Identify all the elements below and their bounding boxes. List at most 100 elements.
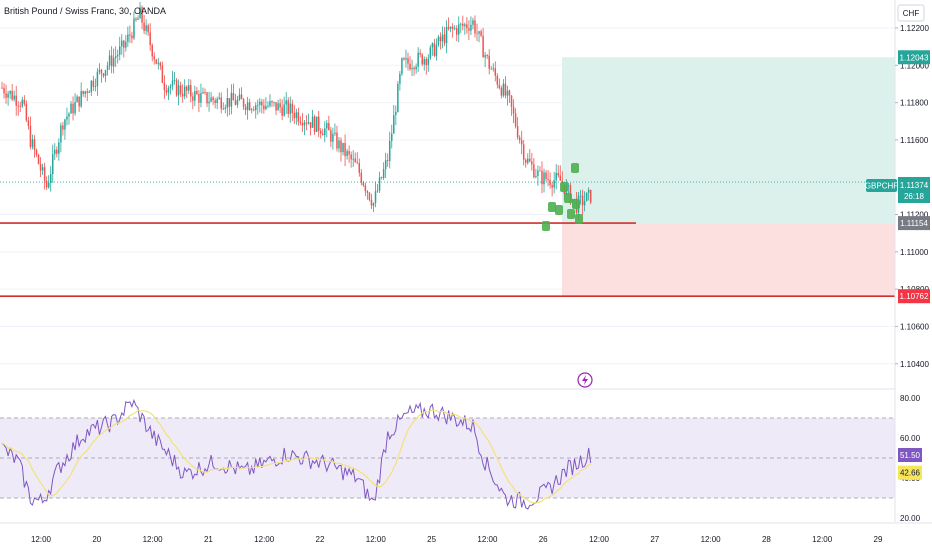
price-tick-label: 1.11600 bbox=[900, 136, 929, 145]
candle-body bbox=[354, 158, 356, 163]
candle-body bbox=[374, 191, 377, 204]
candle-body bbox=[204, 92, 206, 93]
candle-body bbox=[185, 86, 188, 91]
candle-body bbox=[177, 85, 180, 96]
candle-body bbox=[137, 18, 139, 20]
take-profit-tag-text: 1.12043 bbox=[900, 53, 929, 62]
candle-body bbox=[393, 115, 395, 134]
candle-body bbox=[143, 22, 145, 31]
level-lines[interactable] bbox=[0, 222, 895, 298]
time-tick-label: 12:00 bbox=[31, 535, 52, 544]
candle-body bbox=[281, 107, 283, 116]
candle-body bbox=[358, 163, 361, 173]
time-tick-label: 27 bbox=[650, 535, 659, 544]
candle-body bbox=[112, 57, 115, 67]
candle-body bbox=[419, 52, 421, 55]
candle-body bbox=[453, 28, 456, 30]
candle-body bbox=[216, 98, 218, 104]
current-price-tag bbox=[898, 177, 930, 203]
candle-body bbox=[494, 68, 497, 76]
chart-title: British Pound / Swiss Franc, 30, OANDA bbox=[4, 6, 166, 16]
candle-body bbox=[482, 35, 484, 58]
candle-body bbox=[443, 34, 446, 44]
candle-body bbox=[427, 58, 430, 66]
time-tick-label: 22 bbox=[316, 535, 325, 544]
candle-body bbox=[84, 91, 86, 94]
candle-body bbox=[157, 62, 160, 64]
candle-body bbox=[405, 58, 407, 60]
currency-box[interactable] bbox=[897, 4, 925, 22]
candle-body bbox=[236, 99, 239, 105]
candle-body bbox=[135, 18, 137, 20]
candle-body bbox=[466, 24, 468, 29]
candle-body bbox=[259, 101, 261, 105]
candle-body bbox=[336, 132, 338, 149]
candle-body bbox=[58, 142, 60, 154]
candle-body bbox=[116, 54, 119, 57]
candle-body bbox=[275, 102, 277, 111]
time-tick-label: 12:00 bbox=[143, 535, 164, 544]
candle-body bbox=[261, 101, 263, 106]
candle-body bbox=[285, 100, 287, 105]
candle-body bbox=[496, 75, 499, 85]
time-tick-label: 29 bbox=[874, 535, 883, 544]
candle-body bbox=[470, 24, 472, 31]
candle-body bbox=[188, 85, 190, 91]
candle-body bbox=[9, 90, 11, 94]
candle-body bbox=[535, 175, 537, 178]
candle-body bbox=[425, 59, 428, 66]
candle-body bbox=[92, 80, 95, 87]
candle-body bbox=[520, 140, 523, 145]
candle-body bbox=[106, 65, 109, 71]
time-tick-label: 21 bbox=[204, 535, 213, 544]
candle-body bbox=[460, 23, 462, 25]
candle-body bbox=[547, 179, 549, 180]
pattern-marker bbox=[564, 193, 572, 203]
candle-body bbox=[433, 43, 436, 56]
candle-body bbox=[98, 69, 101, 72]
candle-body bbox=[54, 149, 56, 155]
candle-body bbox=[395, 112, 397, 116]
candle-body bbox=[309, 122, 312, 128]
candle-body bbox=[123, 40, 125, 48]
candle-body bbox=[273, 102, 275, 103]
candle-body bbox=[372, 203, 375, 206]
candle-body bbox=[3, 87, 5, 94]
candle-body bbox=[401, 58, 403, 74]
candle-body bbox=[474, 20, 476, 34]
time-tick-label: 28 bbox=[762, 535, 771, 544]
candle-body bbox=[90, 80, 93, 92]
rsi-value-tag bbox=[898, 465, 922, 480]
candle-body bbox=[317, 116, 320, 131]
candle-body bbox=[287, 100, 289, 114]
candle-body bbox=[121, 40, 123, 47]
candle-body bbox=[118, 46, 121, 55]
candle-body bbox=[196, 91, 198, 95]
candle-body bbox=[366, 191, 369, 193]
candle-body bbox=[293, 112, 296, 119]
candle-body bbox=[163, 82, 166, 91]
candle-body bbox=[397, 83, 399, 113]
candle-body bbox=[210, 97, 212, 102]
candle-body bbox=[338, 140, 340, 149]
rsi-value-tag-text: 51.50 bbox=[900, 451, 921, 460]
candle-body bbox=[52, 154, 54, 175]
candle-body bbox=[149, 32, 151, 46]
candle-body bbox=[506, 90, 509, 96]
candle-body bbox=[555, 172, 557, 181]
candle-body bbox=[480, 31, 482, 36]
candle-body bbox=[512, 106, 515, 114]
rsi-line bbox=[1, 398, 592, 510]
candle-body bbox=[476, 33, 478, 35]
candle-body bbox=[291, 103, 294, 113]
candle-body bbox=[147, 25, 149, 33]
candle-body bbox=[350, 154, 352, 160]
rsi-pane bbox=[0, 398, 895, 510]
candle-body bbox=[5, 93, 7, 98]
candle-body bbox=[360, 172, 363, 183]
candle-body bbox=[305, 122, 308, 124]
candle-body bbox=[49, 174, 52, 183]
rsi-tick-label: 80.00 bbox=[900, 394, 921, 403]
candle-body bbox=[516, 126, 519, 138]
